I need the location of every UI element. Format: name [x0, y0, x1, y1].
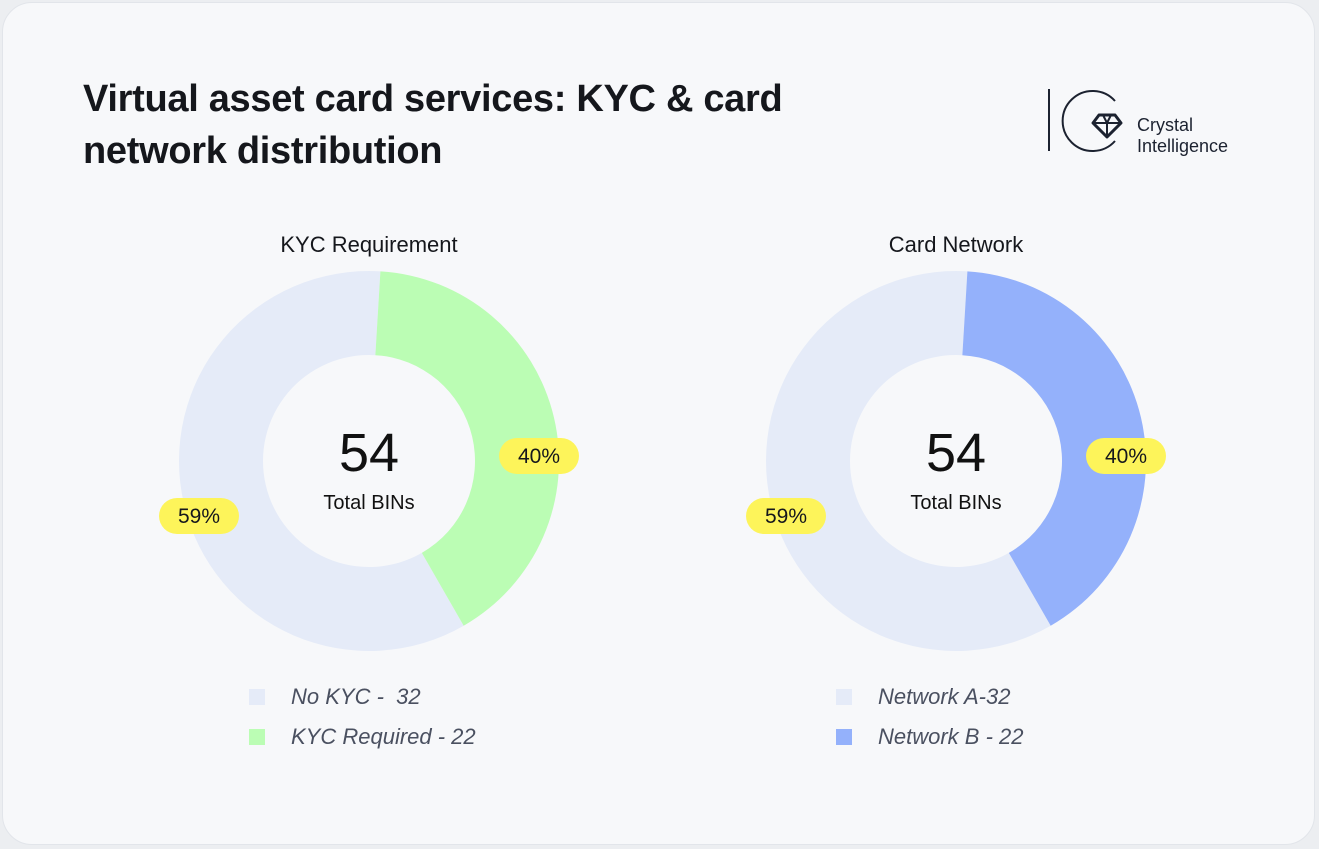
center-value: 54 [926, 423, 986, 483]
percentage-badge-1: 40% [1086, 438, 1166, 474]
network-donut-chart: 54 Total BINs 59% 40% [746, 271, 1166, 651]
donut-slice-0 [766, 271, 1051, 651]
legend-swatch [836, 689, 852, 705]
logo-line-2: Intelligence [1137, 136, 1229, 156]
legend-item-1: KYC Required - 22 [249, 717, 476, 757]
legend-item-0: Network A-32 [836, 677, 1024, 717]
donut-slice-1 [962, 271, 1146, 626]
diamond-icon [1048, 89, 1123, 152]
brand-logo: Crystal Intelligence [1043, 85, 1253, 157]
chart-legend: Network A-32 Network B - 22 [836, 677, 1024, 757]
center-label: Total BINs [910, 492, 1001, 514]
slice-label: 40% [518, 445, 560, 468]
badge-bg [159, 498, 239, 534]
badge-bg [1086, 438, 1166, 474]
legend-label: Network B - 22 [878, 724, 1024, 749]
network-chart-panel: Card Network 54 Total BINs 59% 40% Network … [746, 231, 1166, 771]
center-value: 54 [339, 423, 399, 483]
chart-title: KYC Requirement [280, 232, 458, 257]
center-label: Total BINs [323, 492, 414, 514]
slice-label: 59% [765, 505, 807, 528]
percentage-badge-0: 59% [746, 498, 826, 534]
slice-label: 40% [1105, 445, 1147, 468]
percentage-badge-1: 40% [499, 438, 579, 474]
logo-line-1: Crystal [1137, 115, 1194, 135]
donut-slice-1 [375, 271, 559, 626]
page-title: Virtual asset card services: KYC & card … [83, 78, 783, 172]
slice-label: 59% [178, 505, 220, 528]
legend-swatch [249, 729, 265, 745]
percentage-badge-0: 59% [159, 498, 239, 534]
kyc-chart-panel: KYC Requirement 54 Total BINs 59% 40% No KY… [159, 231, 579, 771]
chart-legend: No KYC - 32 KYC Required - 22 [249, 677, 476, 757]
legend-label: KYC Required - 22 [291, 724, 476, 749]
kyc-donut-chart: 54 Total BINs 59% 40% [159, 271, 579, 651]
legend-label: No KYC - 32 [291, 684, 421, 709]
badge-bg [746, 498, 826, 534]
legend-swatch [836, 729, 852, 745]
legend-swatch [249, 689, 265, 705]
badge-bg [499, 438, 579, 474]
donut-slice-0 [179, 271, 464, 651]
legend-label: Network A-32 [878, 684, 1011, 709]
legend-item-1: Network B - 22 [836, 717, 1024, 757]
chart-title: Card Network [888, 232, 1024, 257]
logo-text: Crystal Intelligence [1137, 115, 1228, 157]
legend-item-0: No KYC - 32 [249, 677, 476, 717]
